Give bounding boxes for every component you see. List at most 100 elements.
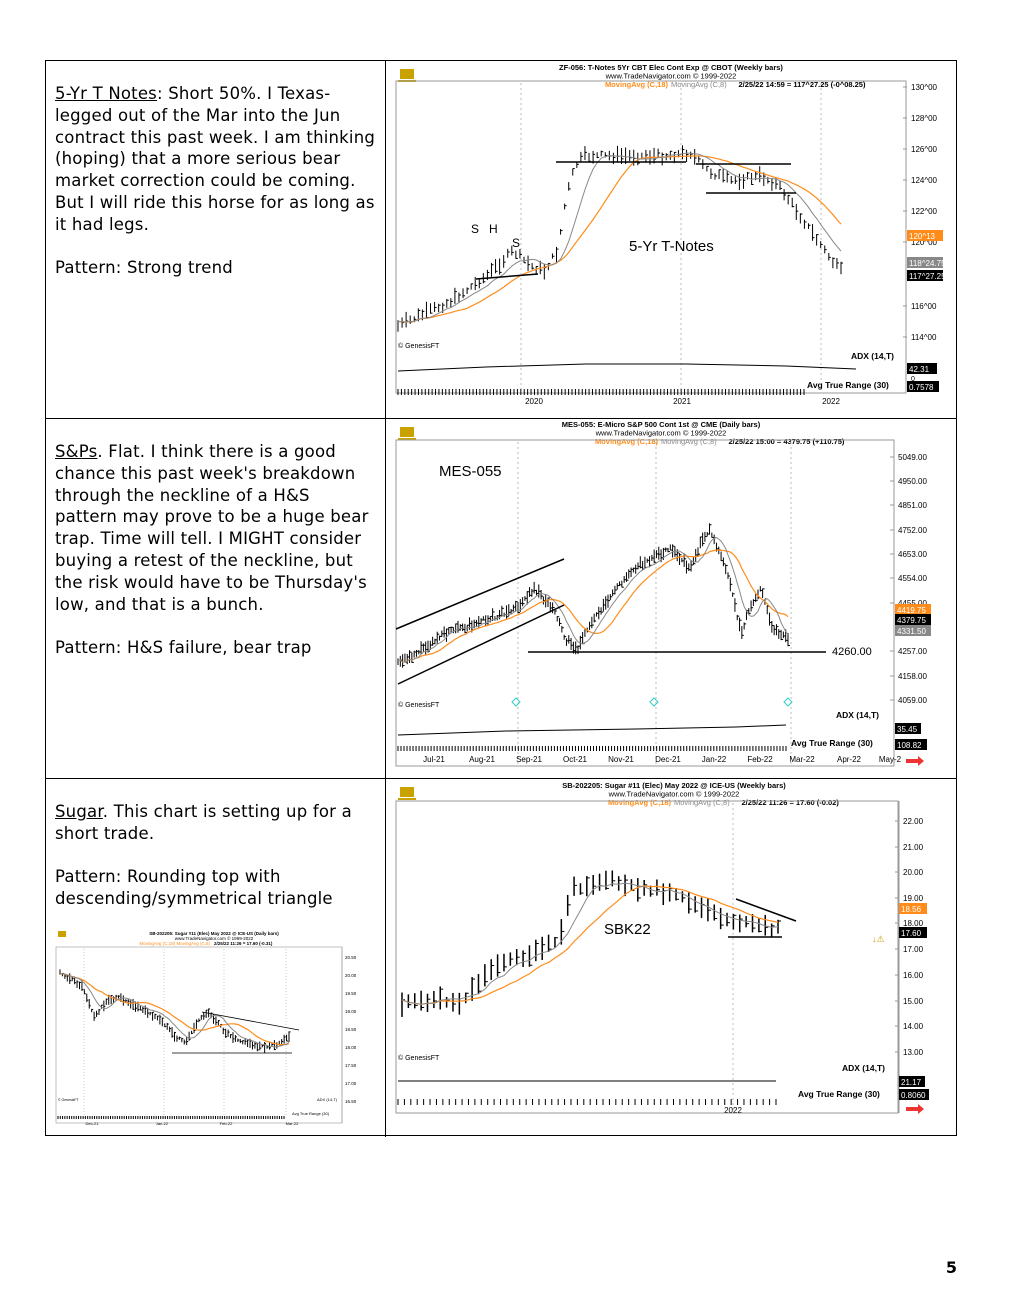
y-tick-label: 18.00 [903,919,924,928]
y-tick-label: 4554.00 [898,574,927,583]
ma18-legend: MovingAvg (C,18) [595,437,659,446]
adx-label: ADX (14,T) [836,710,879,720]
moving-average-8 [398,536,789,663]
moving-average-18 [397,155,842,323]
price-tag [899,927,927,938]
page-number: 5 [945,1258,957,1277]
x-tick-label: Nov-21 [608,755,634,764]
market-comment: : Short 50%. I Texas-legged out of the M… [55,84,376,234]
chart-copyright: © GenesisFT [398,701,440,709]
channel-lower [397,604,565,685]
chart-label: MES-055 [439,463,502,480]
atr-label: Avg True Range (30) [292,1111,330,1116]
y-tick-label: 116^00 [911,302,937,311]
price-tag-label: 108.82 [897,741,922,750]
price-tag [907,381,939,392]
price-tag [895,604,931,615]
ma8-legend: MovingAvg (C,8) [661,437,717,446]
price-tag-label: 17.60 [901,929,922,938]
price-tag [899,1089,929,1100]
price-tag-label: 120^13 [909,232,936,241]
moving-average-8 [401,882,779,1005]
pattern-text: Pattern: Rounding top with descending/sy… [55,867,333,909]
ma8-legend: MovingAvg (C,8) [674,798,730,807]
ma18-legend: MovingAvg (C,18) [608,798,672,807]
price-tag [907,270,943,281]
quote-readout: 2/25/22 15:00 = 4379.75 (+110.75) [729,437,845,446]
atr-label: Avg True Range (30) [798,1089,880,1099]
y-tick-label: 4158.00 [898,672,927,681]
price-tag [895,739,927,750]
table-row: Sugar. This chart is setting up for a sh… [46,779,956,1137]
x-tick-label: Jan-22 [702,755,727,764]
sugar-chart: SB-202205: Sugar #11 (Elec) May 2022 @ I… [395,781,929,1115]
y-tick-label: 4653.00 [898,550,927,559]
alert-icon: ↓⚠ [872,934,885,944]
market-comment: . This chart is setting up for a short t… [55,802,352,843]
chart-copyright-url: www.TradeNavigator.com © 1999-2022 [595,429,727,438]
x-tick-label: Jan-22 [156,1121,169,1126]
x-tick-label: Mar-22 [286,1121,299,1126]
price-tag-label: 0.7578 [909,383,934,392]
y-tick-label: 4257.00 [898,647,927,656]
y-tick-label: 21.00 [903,843,924,852]
price-tag [907,363,937,374]
y-tick-label: 18.00 [345,1045,357,1050]
y-tick-label: 4455.00 [898,599,927,608]
diamond-marker [783,697,793,707]
adx-line [397,724,787,736]
y-tick-label: 4950.00 [898,477,927,486]
x-tick-label: 2021 [673,397,691,406]
x-tick-label: Feb-22 [747,755,773,764]
arrow-icon [906,1104,924,1114]
logo-icon [400,427,414,437]
price-tag [895,723,921,734]
plot-frame [395,800,899,1114]
moving-average-18 [398,549,789,663]
y-tick-label: 17.00 [903,945,924,954]
sp-chart: MES-055: E-Micro S&P 500 Cont 1st @ CME … [395,420,931,767]
commentary-text: 5-Yr T Notes: Short 50%. I Texas-legged … [55,83,377,236]
moving-average-18 [401,885,779,1005]
price-tag-label: 117^27.25 [909,272,946,281]
y-tick-label: 22.00 [903,817,924,826]
price-tag-label: 118^24.75 [909,259,946,268]
plot-frame [395,439,895,767]
price-tag-label: 4419.75 [897,606,926,615]
commentary-cell: 5-Yr T Notes: Short 50%. I Texas-legged … [46,61,386,418]
commentary-text: Sugar. This chart is setting up for a sh… [55,801,377,845]
diamond-marker [649,697,659,707]
price-tag-label: 4379.75 [897,616,926,625]
adx-label: ADX (14,T) [842,1063,885,1073]
tnotes-chart: ZF-056: T-Notes 5Yr CBT Elec Cont Exp @ … [395,63,946,406]
price-tag [895,614,931,625]
y-tick-label: 13.00 [903,1048,924,1057]
y-tick-label: 126^00 [911,145,938,154]
x-tick-label: 2020 [525,397,543,406]
chart-copyright: © GenesisFT [58,1098,80,1102]
price-tag [895,625,931,636]
y-tick-label: 17.50 [345,1063,357,1068]
atr-label: Avg True Range (30) [791,738,873,748]
annotation-shoulder: S [471,222,479,236]
price-tag [899,903,927,914]
price-tag-label: 42.31 [909,365,930,374]
chart-copyright: © GenesisFT [398,1054,440,1062]
adx-zero: 0 [911,376,915,383]
x-tick-label: Sep-21 [516,755,542,764]
y-tick-label: 19.00 [903,894,924,903]
chart-copyright-url: www.TradeNavigator.com © 1999-2022 [608,790,740,799]
arrow-icon [906,756,924,766]
commentary-text: S&Ps. Flat. I think there is a good chan… [55,441,377,615]
pattern-neckline [475,273,539,280]
x-tick-label: Apr-22 [837,755,862,764]
quote-readout: 2/25/22 11:26 = 17.60 (-0.31) [214,941,273,946]
chart-title: MES-055: E-Micro S&P 500 Cont 1st @ CME … [562,420,761,429]
y-tick-label: 20.50 [345,955,357,960]
channel-upper [395,558,565,630]
price-tag [907,257,943,268]
y-tick-label: 15.00 [903,997,924,1006]
moving-average-8 [397,152,842,323]
annotation-head: H [489,222,498,236]
table-row: S&Ps. Flat. I think there is a good chan… [46,419,956,779]
